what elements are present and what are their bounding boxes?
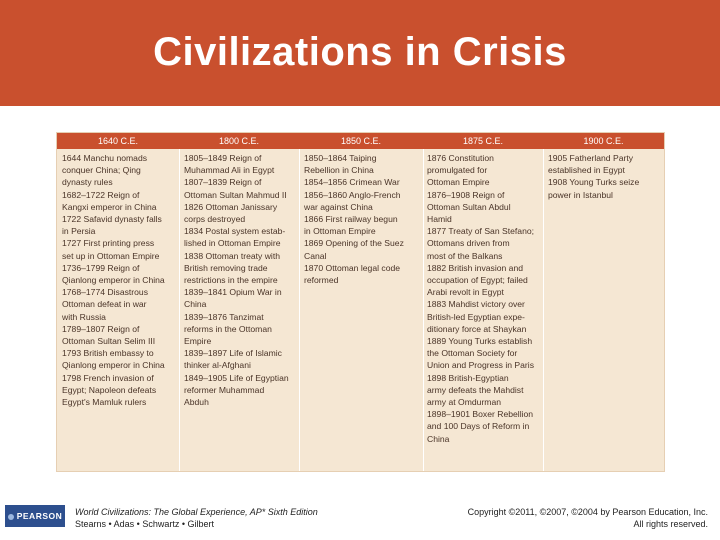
book-authors: Stearns • Adas • Schwartz • Gilbert — [75, 519, 215, 529]
pearson-logo: PEARSON — [5, 505, 65, 527]
timeline-header-row: 1640 C.E. 1800 C.E. 1850 C.E. 1875 C.E. … — [57, 133, 664, 149]
column-1800-events: 1805–1849 Reign of Muhammad Ali in Egypt… — [184, 153, 289, 408]
timeline-table: 1640 C.E. 1800 C.E. 1850 C.E. 1875 C.E. … — [56, 132, 665, 472]
copyright-text: Copyright ©2011, ©2007, ©2004 by Pearson… — [467, 507, 708, 517]
column-divider — [423, 149, 424, 471]
column-divider — [299, 149, 300, 471]
column-1850-events: 1850–1864 Taiping Rebellion in China 185… — [304, 153, 404, 286]
header-1800: 1800 C.E. — [218, 136, 260, 146]
column-divider — [543, 149, 544, 471]
column-1875-events: 1876 Constitution promulgated for Ottoma… — [427, 153, 535, 444]
header-1850: 1850 C.E. — [340, 136, 382, 146]
rights-text: All rights reserved. — [633, 519, 708, 529]
column-1640-events: 1644 Manchu nomads conquer China; Qing d… — [62, 153, 165, 408]
logo-mark-icon — [7, 513, 14, 520]
column-divider — [179, 149, 180, 471]
book-title: World Civilizations: The Global Experien… — [75, 507, 318, 517]
header-1640: 1640 C.E. — [97, 136, 139, 146]
slide-title: Civilizations in Crisis — [153, 30, 567, 74]
header-1875: 1875 C.E. — [462, 136, 504, 146]
header-1900: 1900 C.E. — [583, 136, 624, 146]
column-1900-events: 1905 Fatherland Party established in Egy… — [548, 153, 640, 200]
title-banner: Civilizations in Crisis — [0, 0, 720, 106]
logo-text: PEARSON — [16, 511, 63, 521]
